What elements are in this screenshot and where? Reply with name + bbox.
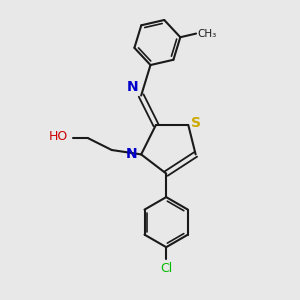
Text: N: N xyxy=(127,80,138,94)
Text: Cl: Cl xyxy=(160,262,172,275)
Text: N: N xyxy=(126,147,138,161)
Text: HO: HO xyxy=(48,130,68,143)
Text: CH₃: CH₃ xyxy=(198,28,217,39)
Text: S: S xyxy=(191,116,201,130)
